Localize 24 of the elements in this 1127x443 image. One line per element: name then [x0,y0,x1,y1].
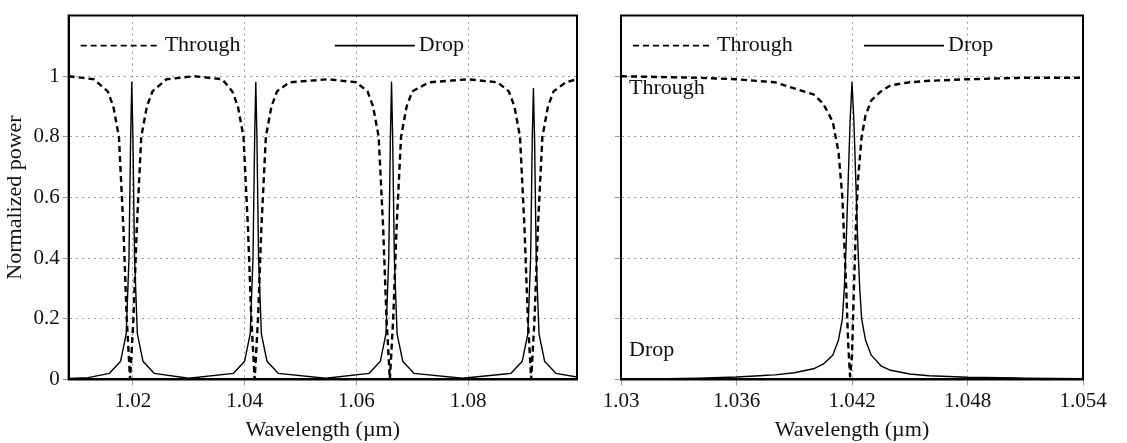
x-tick-label: 1.03 [602,387,640,412]
annotation: Drop [629,336,675,362]
x-tick-label: 1.06 [337,387,375,412]
x-axis-title: Wavelength (µm) [245,415,401,441]
legend-label: Through [717,31,793,57]
legend-label: Drop [948,31,994,57]
legend-label: Drop [418,31,465,57]
y-tick-label: 0.2 [33,305,60,330]
legend-label: Through [164,31,241,57]
x-axis-title: Wavelength (µm) [774,415,930,441]
y-tick-label: 0.4 [33,244,61,269]
x-tick-label: 1.08 [449,387,487,412]
annotation: Through [629,74,705,100]
x-tick-label: 1.04 [226,387,264,412]
y-tick-label: 0 [49,365,60,390]
y-tick-label: 1 [49,62,60,87]
x-tick-label: 1.048 [943,387,992,412]
y-tick-label: 0.8 [33,123,60,148]
x-tick-label: 1.036 [712,387,761,412]
y-tick-label: 0.6 [33,184,60,209]
y-axis-title: Normalized power [0,114,26,280]
x-tick-label: 1.054 [1059,387,1108,412]
x-tick-label: 1.042 [828,387,876,412]
x-tick-label: 1.02 [114,387,152,412]
